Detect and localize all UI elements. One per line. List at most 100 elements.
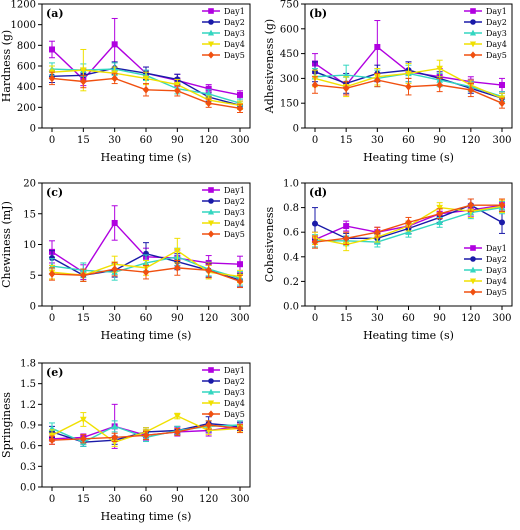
legend-label: Day1 bbox=[224, 186, 245, 195]
legend-marker bbox=[469, 288, 477, 296]
legend-label: Day2 bbox=[486, 18, 507, 27]
x-tick-label: 15 bbox=[77, 135, 90, 146]
legend-marker bbox=[207, 220, 215, 227]
y-tick-label: 5 bbox=[30, 271, 36, 282]
data-point bbox=[374, 228, 381, 237]
x-tick-label: 300 bbox=[492, 135, 511, 146]
legend-marker bbox=[208, 8, 214, 14]
data-point bbox=[374, 43, 381, 50]
x-tick-label: 0 bbox=[49, 494, 55, 505]
data-point bbox=[111, 433, 118, 442]
y-tick-label: 600 bbox=[280, 24, 299, 35]
legend-label: Day3 bbox=[224, 388, 245, 397]
legend-marker bbox=[207, 41, 215, 48]
y-axis-label: Adhesiveness (g) bbox=[263, 19, 276, 114]
data-point bbox=[142, 431, 150, 440]
legend-marker bbox=[470, 256, 476, 262]
data-point bbox=[80, 67, 87, 74]
legend-marker bbox=[208, 19, 214, 25]
y-tick-label: 0.6 bbox=[20, 441, 36, 452]
x-tick-label: 15 bbox=[340, 135, 353, 146]
legend-marker bbox=[207, 29, 215, 36]
x-axis-label: Heating time (s) bbox=[101, 329, 192, 342]
data-point bbox=[436, 209, 443, 218]
x-tick-label: 120 bbox=[461, 135, 480, 146]
data-point bbox=[205, 90, 212, 97]
legend-label: Day2 bbox=[224, 197, 245, 206]
data-point bbox=[236, 104, 244, 113]
y-tick-label: 600 bbox=[17, 62, 36, 73]
legend-label: Day3 bbox=[486, 266, 507, 275]
x-axis-label: Heating time (s) bbox=[363, 151, 454, 164]
y-tick-label: 1.2 bbox=[20, 400, 36, 411]
legend-label: Day3 bbox=[224, 208, 245, 217]
y-tick-label: 0 bbox=[293, 124, 299, 135]
data-point bbox=[205, 266, 212, 275]
x-tick-label: 0 bbox=[312, 313, 318, 324]
x-tick-label: 90 bbox=[433, 313, 446, 324]
y-tick-label: 0.8 bbox=[283, 203, 299, 214]
legend-label: Day5 bbox=[224, 51, 245, 60]
legend-marker bbox=[207, 208, 215, 215]
legend-label: Day2 bbox=[224, 18, 245, 27]
data-point bbox=[311, 238, 319, 246]
y-tick-label: 15 bbox=[23, 209, 36, 220]
data-point bbox=[142, 268, 150, 277]
data-point bbox=[499, 219, 505, 226]
y-tick-label: 1.5 bbox=[20, 379, 36, 390]
legend-marker bbox=[208, 187, 214, 193]
y-tick-label: 0.4 bbox=[283, 252, 299, 263]
data-point bbox=[311, 81, 319, 89]
data-point bbox=[174, 247, 181, 255]
x-tick-label: 0 bbox=[49, 313, 55, 324]
legend-marker bbox=[470, 245, 476, 251]
panel-d: 0 15 30 60 90 120 300 0.0 0.2 0.4 0.6 0.8 1.0 Heating… bbox=[263, 179, 513, 342]
y-tick-label: 400 bbox=[17, 82, 36, 93]
x-tick-label: 120 bbox=[199, 494, 218, 505]
series-day4 bbox=[48, 48, 244, 110]
data-point bbox=[405, 70, 412, 78]
data-point bbox=[48, 74, 56, 83]
data-point bbox=[174, 413, 181, 420]
data-point bbox=[111, 265, 118, 273]
legend: Day1 Day2 Day3 Day4 Day5 bbox=[202, 366, 245, 419]
data-point bbox=[498, 99, 506, 108]
x-tick-label: 60 bbox=[140, 494, 153, 505]
legend-label: Day1 bbox=[224, 7, 245, 16]
series-day5 bbox=[311, 198, 506, 249]
y-tick-label: 0.3 bbox=[20, 462, 36, 473]
data-point bbox=[80, 271, 87, 280]
x-tick-label: 60 bbox=[402, 135, 415, 146]
legend-label: Day3 bbox=[224, 29, 245, 38]
y-tick-label: 450 bbox=[280, 49, 299, 60]
legend-label: Day3 bbox=[486, 29, 507, 38]
legend-marker bbox=[469, 278, 477, 285]
series-day5 bbox=[48, 420, 244, 445]
data-point bbox=[405, 228, 412, 235]
data-point bbox=[237, 91, 243, 98]
panel-c: 0 15 30 60 90 120 300 0 5 10 15 20 Heating time (s) C… bbox=[0, 179, 251, 342]
y-axis-label: Cohesiveness bbox=[263, 206, 276, 282]
x-tick-label: 0 bbox=[312, 135, 318, 146]
legend-label: Day2 bbox=[486, 255, 507, 264]
data-point bbox=[111, 422, 118, 430]
x-tick-label: 60 bbox=[140, 135, 153, 146]
data-point bbox=[436, 65, 443, 73]
legend-label: Day4 bbox=[224, 40, 245, 49]
x-tick-label: 30 bbox=[108, 135, 121, 146]
data-point bbox=[205, 85, 212, 92]
legend-label: Day1 bbox=[486, 244, 507, 253]
data-point bbox=[342, 234, 350, 243]
legend-label: Day4 bbox=[224, 219, 245, 228]
legend-marker bbox=[469, 29, 477, 36]
data-point bbox=[49, 46, 55, 53]
x-tick-label: 0 bbox=[49, 135, 55, 146]
y-tick-label: 0.0 bbox=[283, 302, 299, 313]
y-axis-label: Springiness bbox=[0, 392, 13, 458]
x-tick-label: 300 bbox=[230, 135, 249, 146]
y-tick-label: 0 bbox=[30, 302, 36, 313]
data-point bbox=[142, 75, 150, 82]
data-point bbox=[499, 82, 505, 89]
y-tick-label: 150 bbox=[280, 99, 299, 110]
